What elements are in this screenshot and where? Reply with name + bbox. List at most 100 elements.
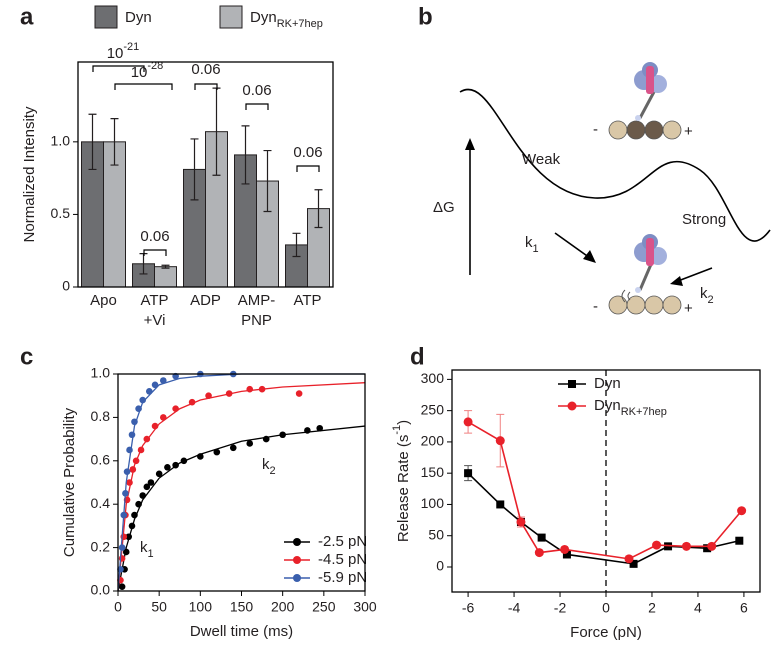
end-label: - [593, 298, 598, 315]
error-bar [88, 113, 97, 171]
legend-label-part: RK+7hep [621, 406, 667, 418]
annotation-part: 0.06 [242, 82, 271, 99]
point [295, 390, 303, 397]
x-tick-label: ATP [293, 292, 321, 309]
legend-label: -4.5 pN [318, 551, 367, 568]
bar [154, 266, 177, 288]
point [122, 548, 130, 556]
point [172, 405, 179, 413]
well-label: Strong [682, 211, 726, 228]
point [125, 533, 133, 541]
point [560, 544, 570, 554]
annotation-part: -21 [123, 41, 139, 53]
point [229, 444, 237, 452]
y-tick-label: 0.8 [91, 408, 111, 424]
point [147, 479, 155, 486]
energy-curve [459, 88, 771, 242]
x-tick-label: 250 [312, 599, 336, 615]
point [180, 457, 188, 465]
y-tick-label: 0.4 [91, 495, 111, 511]
x-tick-label: ATP +Vi [140, 292, 168, 329]
point [567, 401, 577, 411]
bracket [296, 165, 320, 172]
well-label: Weak [522, 151, 561, 168]
point [304, 427, 311, 434]
annotation-part: -28 [147, 60, 163, 72]
bracket [92, 65, 145, 72]
rate: k [525, 234, 533, 251]
point [126, 479, 133, 486]
point [624, 554, 634, 564]
x-tick-label: -6 [462, 600, 475, 616]
x-tick-label: -2 [554, 600, 567, 616]
point [534, 548, 544, 558]
legend-label: -5.9 pN [318, 569, 367, 586]
end-label: + [684, 123, 693, 140]
annotation: 0.06 [191, 61, 220, 78]
point [737, 506, 747, 516]
y-axis-label-part: ) [395, 420, 412, 425]
point [188, 398, 196, 406]
y-tick-label: 1.0 [51, 133, 71, 149]
legend-label-part: Dyn [125, 9, 152, 26]
y-tick-label: 1.0 [91, 365, 111, 381]
annotation: 0.06 [140, 228, 169, 245]
point [205, 392, 212, 400]
point [464, 469, 473, 478]
legend-marker [293, 574, 301, 582]
y-tick-label: 250 [421, 401, 445, 417]
series-line [467, 421, 743, 560]
annotation-part: 0.06 [140, 228, 169, 245]
point [123, 468, 131, 475]
y-tick-label: 0.6 [91, 452, 111, 468]
y-tick-label: 0.5 [51, 205, 71, 221]
point [126, 446, 133, 454]
bracket [143, 249, 167, 256]
point [516, 517, 526, 527]
point [246, 440, 254, 447]
rate-label: k2 [700, 285, 714, 306]
end-label: - [593, 121, 598, 138]
point [537, 533, 546, 542]
point [629, 559, 638, 568]
y-tick-label: 150 [421, 464, 445, 480]
point [131, 511, 138, 519]
annotation: 10-21 [107, 41, 140, 62]
y-tick-label: 200 [421, 433, 445, 449]
legend-label: -2.5 pN [318, 533, 367, 550]
y-tick-label: 0 [62, 278, 70, 294]
point [463, 417, 473, 427]
annotation-part: 0.06 [293, 144, 322, 161]
legend-label: Dyn [125, 9, 152, 26]
point [279, 431, 286, 439]
legend-label-part: Dyn [594, 375, 621, 392]
point [172, 461, 179, 469]
rate-label: k1 [525, 234, 539, 255]
point [707, 541, 717, 551]
point [135, 500, 142, 508]
legend-swatch [94, 5, 118, 29]
x-tick-label: AMP-PNP [238, 292, 276, 329]
x-tick-label: 6 [740, 600, 748, 616]
legend-label: DynRK+7hep [250, 9, 323, 30]
panel-label: c [20, 343, 33, 370]
rate-sub: 2 [708, 294, 714, 306]
point [151, 381, 159, 389]
panel-label: b [418, 3, 433, 30]
legend-label-part: Dyn [594, 397, 621, 414]
point [225, 390, 233, 397]
point [681, 541, 691, 551]
series-line [467, 472, 740, 565]
annotation: 10-28 [131, 60, 164, 81]
bracket [114, 83, 173, 90]
point [159, 414, 167, 421]
error-bar [241, 125, 250, 185]
point [213, 448, 221, 456]
y-axis-label: Cumulative Probability [61, 407, 78, 557]
k1-arrow [554, 232, 591, 259]
fit-curve [117, 425, 366, 592]
y-tick-label: 50 [428, 526, 444, 542]
x-tick-label: 50 [151, 599, 167, 615]
